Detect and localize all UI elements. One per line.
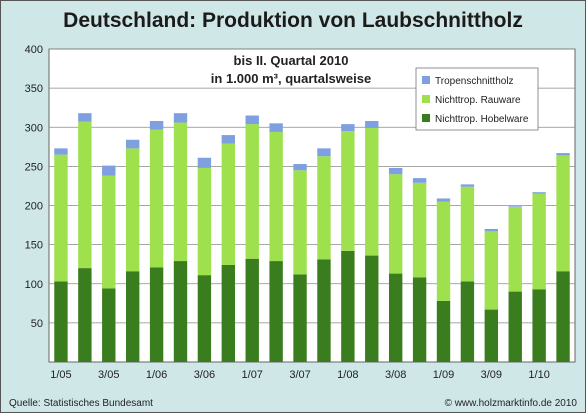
bar-tropenschnittholz (102, 165, 116, 176)
y-tick-label: 300 (25, 122, 43, 134)
bar-rauware (388, 174, 403, 274)
bar-rauware (508, 207, 522, 292)
bar-hobelware (317, 259, 331, 362)
y-tick-label: 150 (25, 240, 43, 252)
x-tick-label: 3/08 (385, 369, 406, 381)
bar-rauware (197, 167, 212, 276)
x-tick-label: 3/07 (289, 369, 310, 381)
x-tick-label: 1/10 (528, 369, 549, 381)
bar-tropenschnittholz (365, 120, 379, 129)
bar-hobelware (54, 281, 68, 362)
legend-label: Nichttrop. Rauware (435, 95, 521, 106)
bar-tropenschnittholz (317, 148, 331, 157)
x-tick-label: 1/06 (146, 369, 167, 381)
legend-swatch (422, 76, 430, 84)
bar-hobelware (197, 275, 212, 362)
bar-rauware (556, 155, 570, 272)
bar-rauware (245, 124, 259, 259)
bar-hobelware (293, 274, 307, 362)
chart-subtitle: in 1.000 m³, quartalsweise (211, 71, 371, 86)
bar-tropenschnittholz (556, 153, 570, 156)
bar-tropenschnittholz (508, 206, 522, 208)
bar-hobelware (102, 288, 116, 362)
bar-rauware (484, 231, 499, 310)
bar-rauware (532, 193, 546, 290)
bar-tropenschnittholz (412, 178, 427, 183)
bar-tropenschnittholz (125, 139, 140, 149)
bar-tropenschnittholz (197, 157, 212, 168)
x-tick-label: 1/09 (433, 369, 454, 381)
bar-tropenschnittholz (436, 198, 451, 202)
bar-hobelware (173, 261, 188, 362)
bar-tropenschnittholz (460, 184, 475, 187)
legend-label: Tropenschnittholz (435, 76, 514, 87)
bar-tropenschnittholz (221, 135, 236, 144)
bar-hobelware (460, 281, 475, 362)
bar-hobelware (484, 309, 499, 362)
bar-hobelware (532, 289, 546, 362)
x-tick-label: 3/06 (194, 369, 215, 381)
x-tick-label: 1/05 (50, 369, 71, 381)
bar-rauware (221, 143, 236, 265)
y-tick-label: 200 (25, 201, 43, 213)
legend-swatch (422, 95, 430, 103)
bar-hobelware (508, 291, 522, 362)
bar-tropenschnittholz (54, 148, 68, 155)
bar-rauware (269, 131, 283, 262)
bar-tropenschnittholz (149, 120, 164, 130)
legend-label: Nichttrop. Hobelware (435, 114, 529, 125)
bar-rauware (149, 129, 164, 268)
bar-hobelware (149, 267, 164, 362)
bar-hobelware (388, 273, 403, 362)
bar-rauware (78, 121, 92, 269)
y-tick-label: 100 (25, 279, 43, 291)
source-label: Quelle: Statistisches Bundesamt (9, 398, 153, 409)
y-tick-label: 400 (25, 44, 43, 56)
bar-hobelware (269, 261, 283, 362)
bar-tropenschnittholz (269, 123, 283, 132)
bar-rauware (293, 170, 307, 275)
bar-hobelware (412, 277, 427, 362)
bar-tropenschnittholz (341, 124, 355, 132)
bar-tropenschnittholz (484, 228, 499, 232)
bar-tropenschnittholz (173, 113, 188, 123)
bar-rauware (412, 182, 427, 278)
y-tick-label: 350 (25, 83, 43, 95)
bar-rauware (54, 154, 68, 282)
bar-hobelware (245, 258, 259, 362)
bar-tropenschnittholz (532, 192, 546, 194)
bar-rauware (460, 186, 475, 282)
x-tick-label: 1/07 (242, 369, 263, 381)
x-tick-label: 3/05 (98, 369, 119, 381)
bar-tropenschnittholz (245, 115, 259, 125)
bar-rauware (341, 131, 355, 251)
bar-hobelware (78, 268, 92, 362)
bar-hobelware (221, 264, 236, 362)
bar-rauware (125, 148, 140, 272)
bar-tropenschnittholz (388, 167, 403, 175)
bar-rauware (173, 122, 188, 262)
x-tick-label: 1/08 (337, 369, 358, 381)
bar-hobelware (365, 255, 379, 362)
y-tick-label: 250 (25, 161, 43, 173)
bar-tropenschnittholz (78, 113, 92, 122)
copyright-label: © www.holzmarktinfo.de 2010 (444, 398, 577, 409)
bar-hobelware (125, 271, 140, 362)
bar-tropenschnittholz (293, 164, 307, 171)
x-tick-label: 3/09 (481, 369, 502, 381)
bar-hobelware (436, 300, 451, 362)
bar-hobelware (556, 271, 570, 362)
bar-rauware (365, 128, 379, 256)
chart-title: Deutschland: Produktion von Laubschnitth… (63, 9, 523, 32)
y-tick-label: 50 (31, 318, 43, 330)
bar-rauware (317, 156, 331, 260)
chart-subtitle: bis II. Quartal 2010 (234, 53, 349, 68)
bar-hobelware (341, 250, 355, 362)
bar-rauware (102, 175, 116, 289)
bar-rauware (436, 201, 451, 301)
legend-box (415, 67, 539, 131)
legend-swatch (422, 114, 430, 122)
